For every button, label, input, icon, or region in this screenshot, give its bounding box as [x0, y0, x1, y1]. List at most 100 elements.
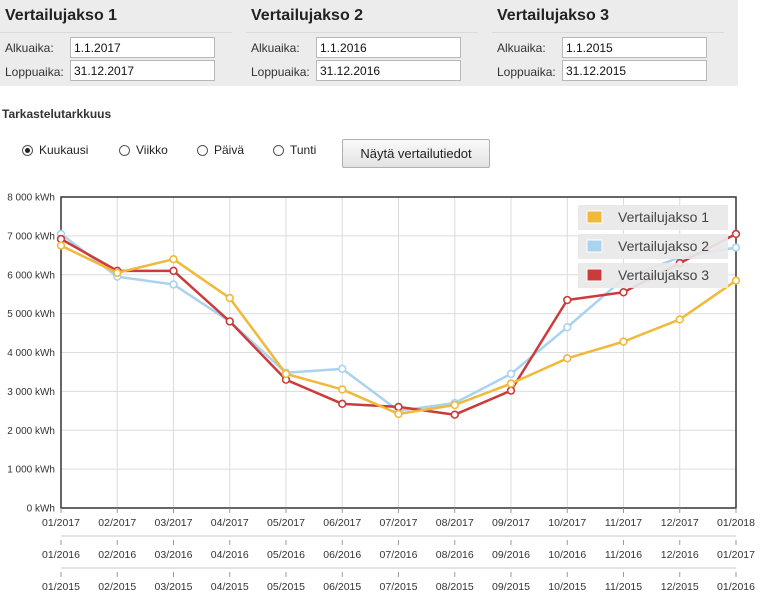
comparison-periods-panel: Vertailujakso 1 Alkuaika: Loppuaika: Ver… [0, 0, 738, 86]
period-1-start-label: Alkuaika: [5, 41, 54, 55]
series-3-point [563, 295, 572, 305]
series-1-point [394, 409, 403, 419]
series-3-point [225, 317, 234, 326]
radio-month-dot[interactable] [22, 144, 33, 156]
x-tick-label: 08/2015 [436, 581, 474, 593]
radio-hour-dot[interactable] [273, 144, 284, 156]
x-tick-label: 12/2016 [661, 549, 699, 561]
radio-day-label: Päivä [214, 143, 245, 157]
series-1-point [675, 315, 684, 324]
x-tick-label: 10/2017 [548, 517, 586, 529]
radio-month[interactable]: Kuukausi [22, 143, 88, 157]
x-tick-label: 01/2016 [717, 581, 755, 593]
series-2-point [506, 369, 516, 379]
period-2-end-label: Loppuaika: [251, 65, 310, 79]
series-3-point [394, 402, 403, 412]
x-tick-label: 03/2015 [155, 581, 193, 593]
radio-day[interactable]: Päivä [197, 143, 244, 157]
period-1-end-input[interactable] [70, 60, 215, 81]
x-tick-label: 12/2015 [661, 581, 699, 593]
legend-item-bg [578, 205, 728, 230]
x-tick-label: 09/2015 [492, 581, 530, 593]
y-tick-label: 4 000 kWh [7, 348, 55, 359]
x-tick-label: 04/2017 [211, 517, 249, 529]
period-1-start-input[interactable] [70, 37, 215, 58]
series-1-point [563, 354, 572, 363]
y-tick-label: 1 000 kWh [7, 465, 55, 476]
legend-label: Vertailujakso 3 [618, 267, 709, 283]
x-tick-label: 01/2016 [42, 549, 80, 561]
series-1-point [619, 337, 628, 346]
series-1-point [506, 379, 516, 388]
series-1-point [169, 254, 178, 264]
consumption-chart: 0 kWh 1 000 kWh 2 000 kWh 3 000 kWh 4 000 kW… [7, 193, 755, 594]
radio-day-dot[interactable] [197, 144, 208, 156]
period-3-end-label: Loppuaika: [497, 65, 556, 79]
y-tick-label: 7 000 kWh [7, 231, 55, 242]
series-3-point [56, 234, 66, 244]
series-1-point [56, 241, 66, 250]
radio-week-label: Viikko [136, 143, 168, 157]
y-tick-label: 3 000 kWh [7, 387, 55, 398]
x-tick-label: 04/2015 [211, 581, 249, 593]
period-1: Vertailujakso 1 Alkuaika: Loppuaika: [0, 0, 246, 86]
x-tick-label: 04/2016 [211, 549, 249, 561]
period-2-start-input[interactable] [316, 37, 461, 58]
x-tick-label: 11/2016 [605, 549, 642, 561]
period-3-start-input[interactable] [562, 37, 707, 58]
x-tick-label: 02/2017 [98, 517, 136, 529]
x-tick-label: 10/2016 [548, 549, 586, 561]
x-tick-label: 06/2017 [323, 517, 361, 529]
y-tick-label: 2 000 kWh [7, 426, 55, 437]
period-3-end-input[interactable] [562, 60, 707, 81]
period-3-divider [492, 32, 724, 33]
y-tick-label: 0 kWh [27, 504, 55, 515]
x-tick-label: 01/2017 [717, 549, 755, 561]
x-tick-label: 08/2016 [436, 549, 474, 561]
y-tick-label: 6 000 kWh [7, 270, 55, 281]
series-1-point [225, 293, 234, 303]
x-tick-label: 05/2015 [267, 581, 305, 593]
period-3-title: Vertailujakso 3 [497, 7, 610, 24]
x-tick-label: 02/2015 [98, 581, 136, 593]
series-3-point [619, 288, 628, 297]
period-2: Vertailujakso 2 Alkuaika: Loppuaika: [246, 0, 492, 86]
y-tick-label: 5 000 kWh [7, 309, 55, 320]
x-tick-label: 08/2017 [436, 517, 474, 529]
series-2-point [338, 364, 347, 374]
x-tick-label: 06/2016 [323, 549, 361, 561]
series-3-point [338, 399, 347, 409]
x-tick-label: 03/2016 [155, 549, 193, 561]
legend-label: Vertailujakso 1 [618, 209, 709, 225]
series-1-point [113, 268, 122, 278]
period-1-title: Vertailujakso 1 [5, 7, 118, 24]
period-2-divider [246, 32, 478, 33]
x-tick-label: 01/2015 [42, 581, 80, 593]
legend-swatch [586, 268, 603, 282]
show-comparison-button[interactable]: Näytä vertailutiedot [342, 139, 490, 168]
radio-week[interactable]: Viikko [119, 143, 168, 157]
x-tick-label: 07/2015 [380, 581, 418, 593]
radio-hour-label: Tunti [290, 143, 317, 157]
x-tick-label: 01/2017 [42, 517, 80, 529]
radio-hour[interactable]: Tunti [273, 143, 316, 157]
period-2-end-input[interactable] [316, 60, 461, 81]
legend-label: Vertailujakso 2 [618, 238, 709, 254]
series-2-point [731, 243, 741, 252]
x-tick-label: 11/2017 [605, 517, 642, 529]
x-tick-label: 03/2017 [155, 517, 193, 529]
resolution-title: Tarkastelutarkkuus [2, 107, 112, 121]
period-1-end-label: Loppuaika: [5, 65, 64, 79]
x-tick-label: 09/2016 [492, 549, 530, 561]
x-tick-label: 06/2015 [323, 581, 361, 593]
x-tick-label: 01/2018 [717, 517, 755, 529]
legend-item-bg [578, 234, 728, 259]
radio-week-dot[interactable] [119, 144, 130, 156]
y-tick-label: 8 000 kWh [7, 193, 55, 204]
series-3-point [506, 386, 516, 395]
legend-swatch [586, 210, 603, 224]
series-1-point [450, 400, 459, 410]
x-tick-label: 12/2017 [661, 517, 699, 529]
series-1-point [731, 276, 741, 285]
period-3-start-label: Alkuaika: [497, 41, 546, 55]
